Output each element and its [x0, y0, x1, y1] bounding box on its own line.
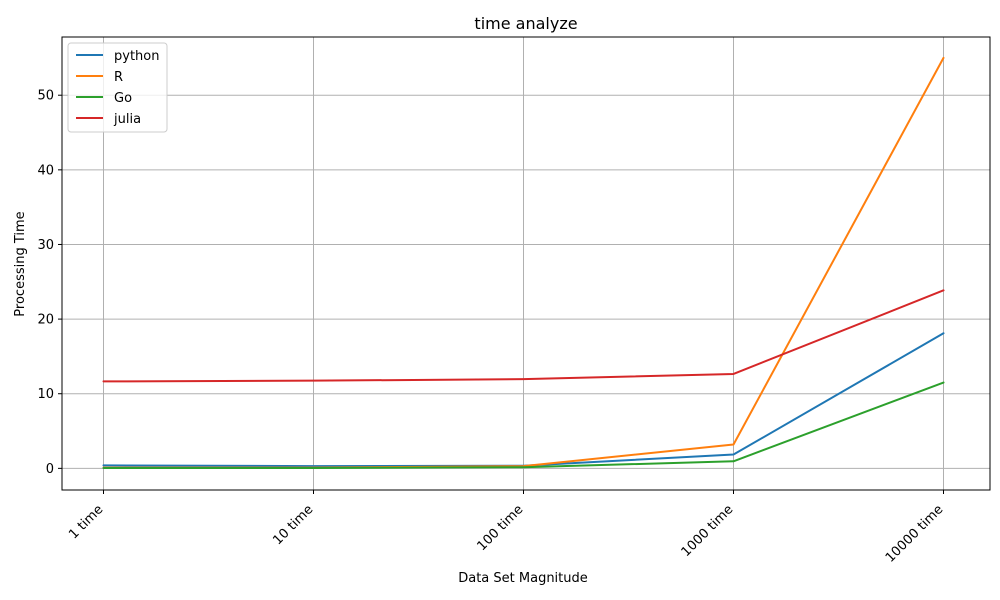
series-line-Go — [102, 381, 945, 469]
legend-label-julia: julia — [113, 112, 141, 127]
chart-title: time analyze — [474, 14, 577, 33]
plot-frame — [61, 36, 991, 491]
series-line-julia — [102, 289, 945, 383]
legend-box — [67, 42, 168, 133]
legend: python R Go julia — [67, 42, 168, 133]
legend-label-Go: Go — [114, 91, 132, 106]
y-axis-title: Processing Time — [13, 211, 28, 316]
legend-items: python R Go julia — [76, 49, 159, 127]
grid-layer — [62, 37, 990, 490]
y-tick-label: 50 — [37, 89, 54, 104]
y-tick-label: 10 — [37, 387, 54, 402]
y-tick-label: 40 — [37, 163, 54, 178]
y-tick-label: 0 — [46, 462, 54, 477]
legend-label-python: python — [114, 49, 159, 64]
y-axis: 0 10 20 30 40 50 — [37, 89, 62, 477]
y-tick-label: 20 — [37, 313, 54, 328]
legend-label-R: R — [114, 70, 123, 85]
series-layer — [102, 56, 945, 469]
y-tick-label: 30 — [37, 238, 54, 253]
x-axis-title: Data Set Magnitude — [458, 571, 588, 586]
